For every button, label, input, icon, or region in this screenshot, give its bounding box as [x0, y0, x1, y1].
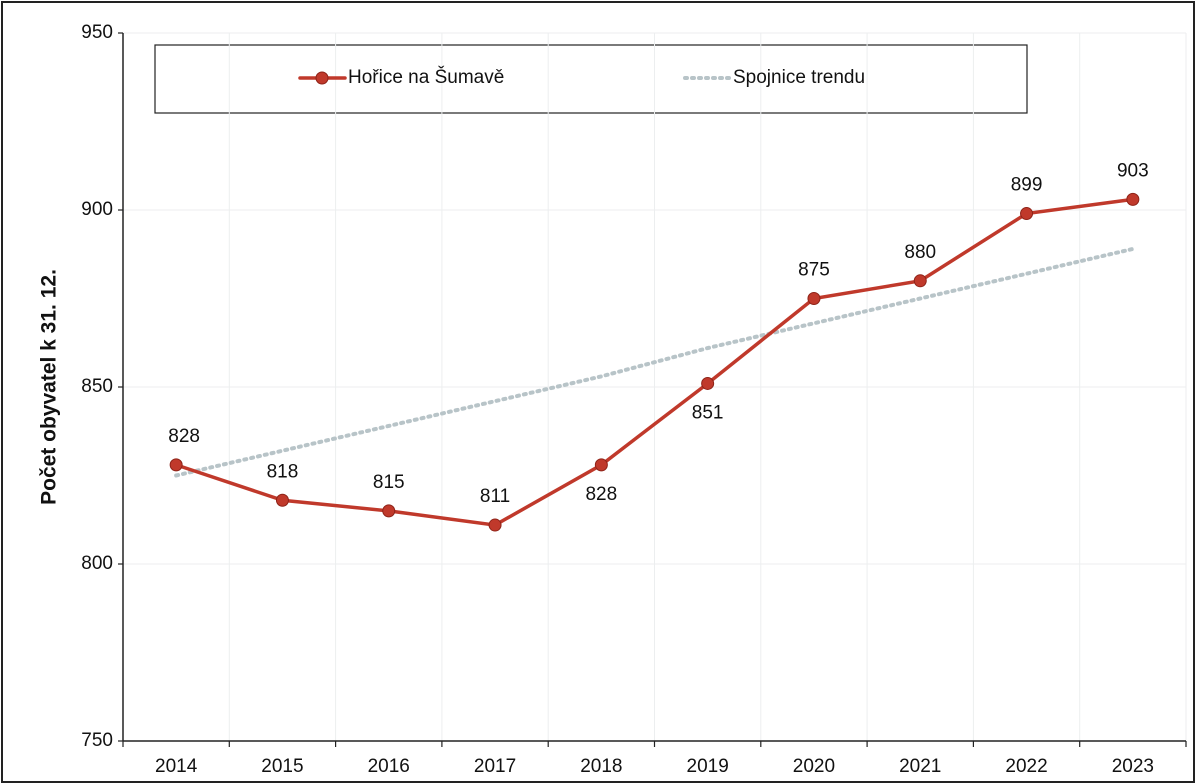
- trend-line: [174, 246, 1135, 478]
- data-label: 899: [1011, 175, 1043, 196]
- x-tick-label: 2020: [793, 756, 835, 777]
- x-tick-label: 2023: [1112, 756, 1154, 777]
- y-tick-label: 950: [81, 22, 113, 43]
- point: [807, 292, 821, 305]
- legend-box: [154, 44, 1028, 114]
- legend-label: Spojnice trendu: [733, 67, 865, 88]
- x-tick-label: 2021: [899, 756, 941, 777]
- y-tick-label: 800: [81, 553, 113, 574]
- data-label: 828: [168, 426, 200, 447]
- data-label: 818: [267, 461, 299, 482]
- point: [701, 376, 715, 390]
- data-label: 815: [373, 472, 405, 493]
- data-label: 811: [480, 486, 510, 507]
- legend-label: Hořice na Šumavě: [348, 66, 504, 88]
- data-label: 851: [692, 402, 724, 423]
- x-tick-label: 2018: [580, 756, 622, 777]
- point: [488, 518, 502, 532]
- x-tick-label: 2022: [1005, 756, 1047, 777]
- data-label: 875: [798, 260, 830, 281]
- y-axis-label: Počet obyvatel k 31. 12.: [38, 269, 61, 505]
- y-tick-label: 750: [81, 730, 113, 751]
- x-tick-label: 2015: [261, 756, 303, 777]
- data-label: 828: [585, 484, 617, 505]
- data-label: 880: [904, 242, 936, 263]
- y-tick-label: 900: [81, 199, 113, 220]
- x-tick-label: 2014: [155, 756, 198, 777]
- y-tick-label: 850: [81, 376, 113, 397]
- point: [382, 504, 396, 518]
- point: [1020, 207, 1034, 221]
- series-line: [174, 197, 1135, 527]
- x-tick-label: 2019: [687, 756, 729, 777]
- data-label: 903: [1117, 160, 1149, 181]
- legend-marker: [315, 71, 329, 85]
- x-tick-label: 2016: [368, 756, 410, 777]
- point: [594, 458, 608, 472]
- point: [169, 458, 183, 472]
- point: [275, 493, 289, 507]
- point: [913, 274, 927, 288]
- x-tick-label: 2017: [474, 756, 516, 777]
- point: [1126, 192, 1140, 206]
